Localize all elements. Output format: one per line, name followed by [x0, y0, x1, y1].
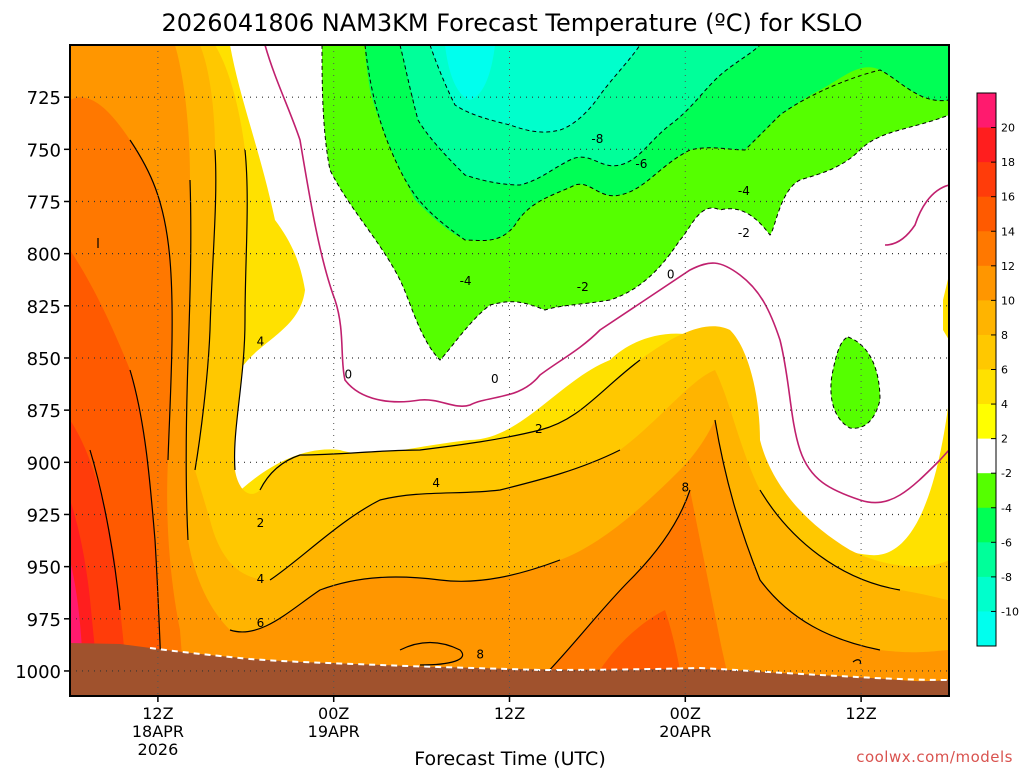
contour-label: 4	[257, 572, 265, 586]
y-tick-label: 725	[27, 88, 61, 109]
y-tick-label: 925	[27, 505, 61, 526]
y-tick-label: 975	[27, 610, 61, 631]
colorbar-label: 10	[1001, 294, 1015, 307]
chart-title: 2026041806 NAM3KM Forecast Temperature (…	[161, 9, 862, 37]
colorbar-swatch	[977, 369, 996, 405]
y-tick-label: 800	[27, 245, 61, 266]
contour-label: 8	[476, 647, 484, 661]
contour-label: -4	[738, 184, 750, 198]
colorbar-label: 18	[1001, 156, 1015, 169]
contour-label: 0	[667, 268, 675, 282]
fill-cold-pocket	[830, 336, 881, 429]
colorbar-label: 2	[1001, 433, 1008, 446]
colorbar-swatch	[977, 576, 996, 612]
contour-label: 0	[491, 372, 499, 386]
x-tick-sublabel: 19APR	[308, 722, 360, 741]
y-tick-label: 875	[27, 401, 61, 422]
contour-label: 2	[257, 516, 265, 530]
contour-label: -4	[460, 274, 472, 288]
colorbar-label: 8	[1001, 329, 1008, 342]
zero-contour	[264, 45, 949, 504]
colorbar-swatch	[977, 93, 996, 129]
colorbar-swatch	[977, 300, 996, 336]
fill-warm-8	[70, 45, 949, 696]
colorbar-swatch	[977, 507, 996, 543]
contour-label: 4	[257, 334, 265, 348]
contour-labels: -8 -6 -4 -2 -4 -2 0 0 0 2 4 8 4 2 4 6 8	[257, 132, 750, 661]
y-tick-label: 1000	[15, 662, 61, 683]
contour-label: -2	[577, 280, 589, 294]
ground-edge	[149, 647, 949, 681]
contour-label: 0	[345, 368, 353, 382]
contour-label: -8	[591, 132, 603, 146]
x-tick-sublabel: 18APR	[132, 722, 184, 741]
colorbar-swatch	[977, 196, 996, 232]
colorbar-label: -8	[1001, 571, 1012, 584]
contour-lines	[89, 139, 901, 696]
y-tick-label: 775	[27, 192, 61, 213]
colorbar-label: 4	[1001, 398, 1008, 411]
colorbar-label: 14	[1001, 225, 1015, 238]
colorbar-swatch	[977, 265, 996, 301]
grid	[70, 45, 949, 696]
x-tick-sublabel: 20APR	[659, 722, 711, 741]
x-axis-label: Forecast Time (UTC)	[414, 748, 605, 768]
x-tick-label: 12Z	[142, 704, 173, 723]
colorbar-swatch	[977, 473, 996, 509]
contour-label: 6	[257, 616, 265, 630]
x-tick-label: 12Z	[494, 704, 525, 723]
colorbar-label: -2	[1001, 467, 1012, 480]
colorbar-label: -6	[1001, 536, 1012, 549]
y-tick-label: 850	[27, 349, 61, 370]
contour-label: 4	[432, 476, 440, 490]
y-tick-label: 750	[27, 140, 61, 161]
colorbar-label: -10	[1001, 605, 1019, 618]
colorbar-label: -4	[1001, 502, 1012, 515]
y-tick-label: 950	[27, 558, 61, 579]
y-axis: 725 750 775 800 825 850 875 900 925 950 975 1000	[15, 88, 70, 683]
colorbar-swatch	[977, 162, 996, 198]
colorbar-swatch	[977, 404, 996, 440]
x-tick-label: 00Z	[318, 704, 349, 723]
x-tick-sublabel: 2026	[138, 740, 179, 759]
colorbar-swatch	[977, 611, 996, 647]
colorbar-swatch	[977, 334, 996, 370]
colorbar-label: 16	[1001, 191, 1015, 204]
y-tick-label: 900	[27, 453, 61, 474]
plot-area: -8 -6 -4 -2 -4 -2 0 0 0 2 4 8 4 2 4 6 8	[70, 45, 949, 696]
colorbar-label: 12	[1001, 260, 1015, 273]
colorbar-swatch	[977, 438, 996, 474]
contour-label: -2	[738, 226, 750, 240]
colorbar-swatch	[977, 542, 996, 578]
colorbar-swatch	[977, 231, 996, 267]
contour-label: 2	[535, 422, 543, 436]
credit-link[interactable]: coolwx.com/models	[856, 748, 1013, 766]
fill-yellow-east	[943, 275, 949, 340]
colorbar: 20 18 16 14 12 10 8 6 4 2 -2 -4 -6 -8 -10	[976, 92, 1019, 647]
cold-contour-lines	[321, 45, 949, 361]
y-tick-label: 825	[27, 297, 61, 318]
x-tick-label: 00Z	[670, 704, 701, 723]
fill-warm-10b	[540, 490, 730, 696]
colorbar-label: 20	[1001, 122, 1015, 135]
contour-label: 8	[681, 480, 689, 494]
x-tick-label: 12Z	[845, 704, 876, 723]
colorbar-label: 6	[1001, 364, 1008, 377]
colorbar-swatch	[977, 127, 996, 163]
contour-label: -6	[635, 157, 647, 171]
fill-minus10	[445, 45, 495, 100]
